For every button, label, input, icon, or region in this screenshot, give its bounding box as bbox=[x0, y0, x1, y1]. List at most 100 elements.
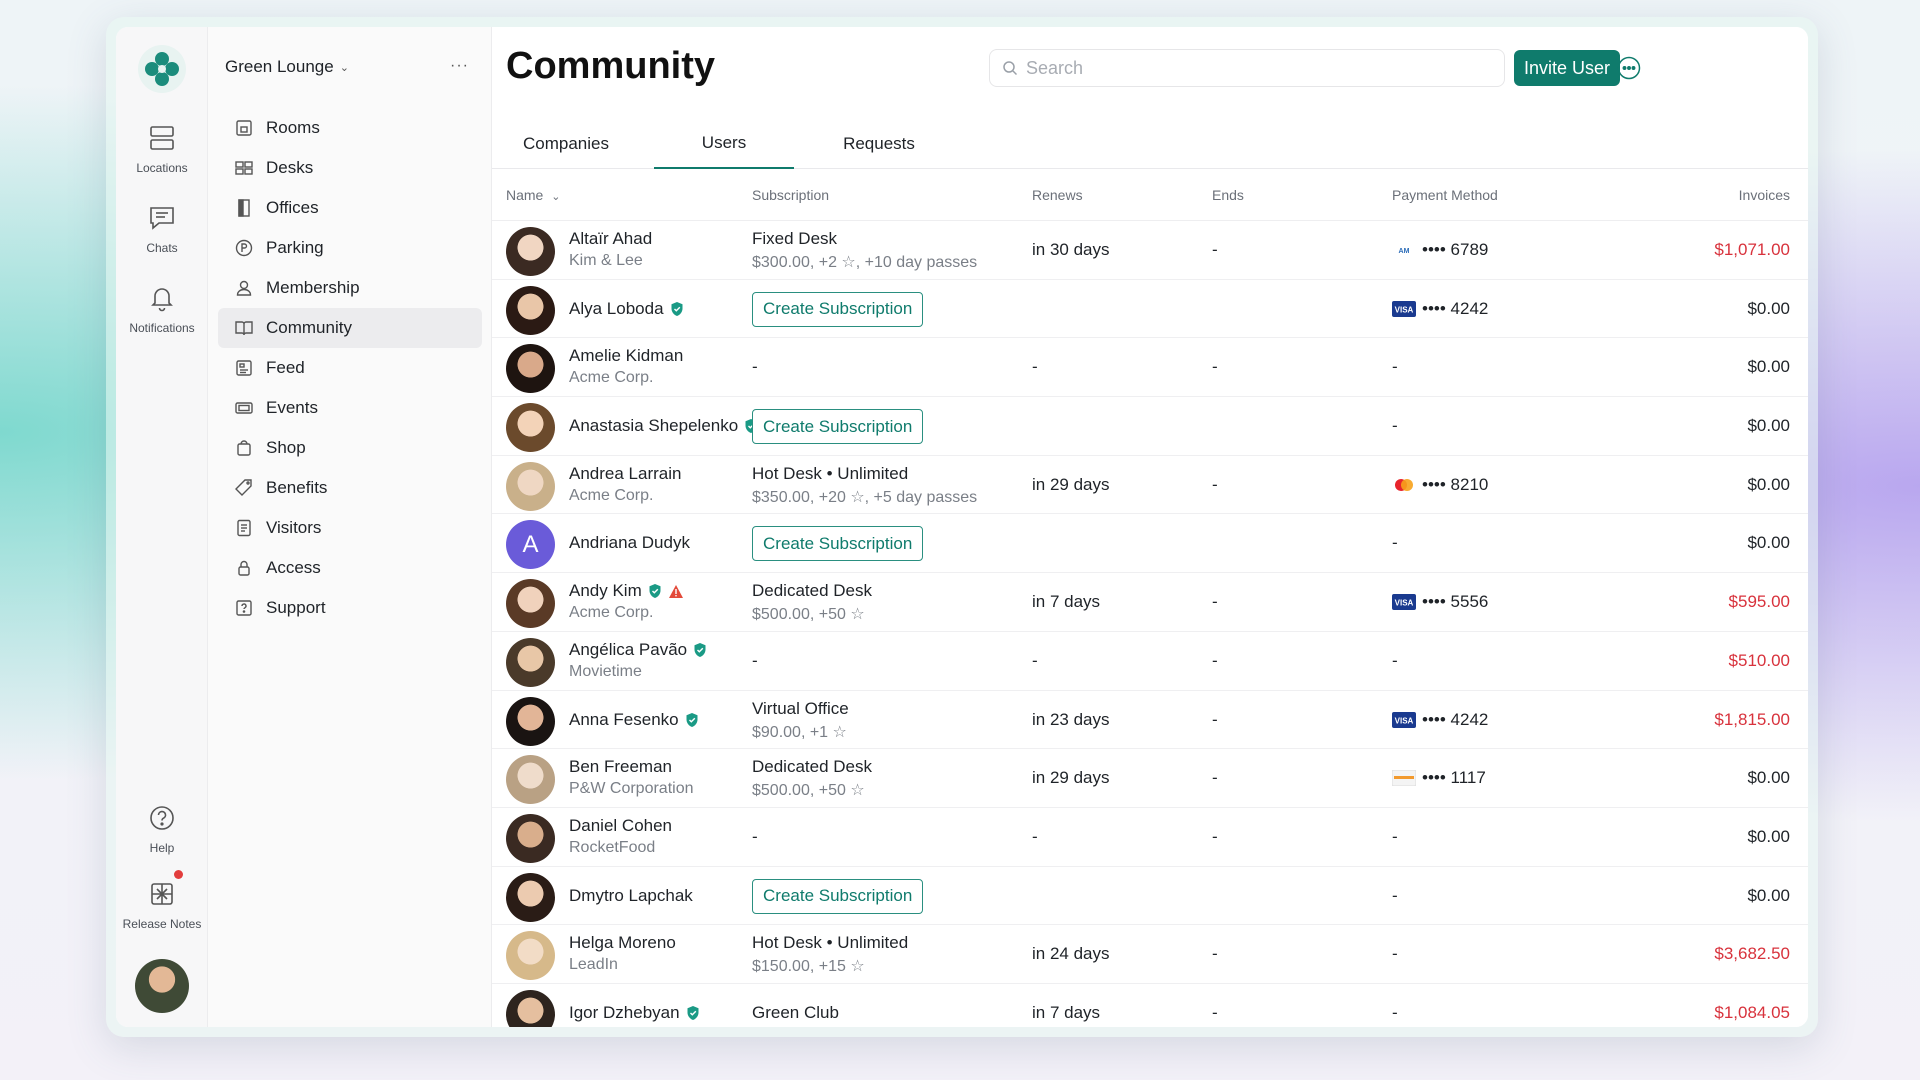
rail-item-release-notes[interactable]: Release Notes bbox=[116, 879, 208, 931]
invoice-amount[interactable]: $0.00 bbox=[1747, 357, 1790, 377]
table-row[interactable]: Amelie Kidman Acme Corp. - - - - $0.00 bbox=[492, 338, 1808, 398]
more-horizontal-icon[interactable]: ··· bbox=[450, 57, 469, 74]
sidebar-item-benefits[interactable]: Benefits bbox=[218, 468, 482, 508]
invoice-amount[interactable]: $1,815.00 bbox=[1714, 709, 1790, 729]
user-name-cell[interactable]: Andy Kim bbox=[569, 581, 684, 601]
invoice-amount[interactable]: $3,682.50 bbox=[1714, 944, 1790, 964]
user-name-cell[interactable]: Amelie Kidman bbox=[569, 346, 683, 366]
create-subscription-button[interactable]: Create Subscription bbox=[752, 526, 924, 562]
user-name-cell[interactable]: Altaïr Ahad bbox=[569, 229, 652, 249]
user-name-cell[interactable]: Angélica Pavão bbox=[569, 640, 707, 660]
rail-item-notifications[interactable]: Notifications bbox=[116, 283, 208, 335]
table-row[interactable]: A Andriana Dudyk Create Subscription - $0.00 bbox=[492, 514, 1808, 574]
user-name-cell[interactable]: Alya Loboda bbox=[569, 299, 684, 319]
create-subscription-button[interactable]: Create Subscription bbox=[752, 878, 924, 914]
user-name-cell[interactable]: Helga Moreno bbox=[569, 933, 676, 953]
tab-users[interactable]: Users bbox=[654, 119, 794, 169]
table-row[interactable]: Anna Fesenko Virtual Office $90.00, +1 ☆ in… bbox=[492, 691, 1808, 750]
user-name-cell[interactable]: Anastasia Shepelenko bbox=[569, 416, 758, 436]
sidebar-item-rooms[interactable]: Rooms bbox=[218, 108, 482, 148]
avatar[interactable] bbox=[506, 403, 555, 453]
sidebar-item-visitors[interactable]: Visitors bbox=[218, 508, 482, 548]
user-name-cell[interactable]: Dmytro Lapchak bbox=[569, 886, 693, 906]
avatar[interactable] bbox=[506, 461, 555, 511]
app-logo-icon[interactable] bbox=[138, 45, 186, 93]
table-row[interactable]: Alya Loboda Create Subscription VISA •••• 4… bbox=[492, 280, 1808, 339]
sidebar-item-events[interactable]: Events bbox=[218, 388, 482, 428]
invoice-amount[interactable]: $0.00 bbox=[1747, 826, 1790, 846]
sidebar-nav: Rooms Desks Offices Parking Membership C… bbox=[218, 108, 482, 628]
user-name-cell[interactable]: Ben Freeman bbox=[569, 757, 672, 777]
sidebar-item-shop[interactable]: Shop bbox=[218, 428, 482, 468]
search-box[interactable] bbox=[989, 49, 1505, 87]
parking-icon bbox=[235, 239, 253, 257]
subscription-plan: Dedicated Desk bbox=[752, 581, 873, 601]
invoice-amount[interactable]: $0.00 bbox=[1747, 533, 1790, 553]
table-row[interactable]: Helga Moreno LeadIn Hot Desk • Unlimited $1… bbox=[492, 925, 1808, 984]
avatar[interactable] bbox=[506, 285, 555, 335]
sidebar-item-offices[interactable]: Offices bbox=[218, 188, 482, 228]
help-icon bbox=[150, 806, 174, 830]
avatar[interactable]: A bbox=[506, 520, 555, 570]
invoice-amount[interactable]: $595.00 bbox=[1728, 592, 1790, 612]
workspace-switcher[interactable]: Green Lounge ⌄ bbox=[225, 57, 349, 77]
invite-user-button[interactable]: Invite User bbox=[1514, 50, 1621, 86]
column-header-invoices: Invoices bbox=[1738, 187, 1790, 203]
current-user-avatar[interactable] bbox=[135, 959, 189, 1013]
user-name-cell[interactable]: Andrea Larrain bbox=[569, 464, 681, 484]
invoice-amount[interactable]: $0.00 bbox=[1747, 474, 1790, 494]
avatar[interactable] bbox=[506, 227, 555, 276]
invoice-amount[interactable]: $0.00 bbox=[1747, 298, 1790, 318]
invoice-amount[interactable]: $0.00 bbox=[1747, 768, 1790, 788]
rail-item-help[interactable]: Help bbox=[116, 803, 208, 855]
sidebar-item-membership[interactable]: Membership bbox=[218, 268, 482, 308]
table-row[interactable]: Anastasia Shepelenko Create Subscription -… bbox=[492, 397, 1808, 456]
avatar[interactable] bbox=[506, 696, 555, 746]
tab-requests[interactable]: Requests bbox=[843, 134, 915, 153]
create-subscription-button[interactable]: Create Subscription bbox=[752, 409, 924, 445]
sidebar-item-feed[interactable]: Feed bbox=[218, 348, 482, 388]
user-name-cell[interactable]: Anna Fesenko bbox=[569, 710, 699, 730]
user-name-cell[interactable]: Andriana Dudyk bbox=[569, 533, 690, 553]
invoice-amount[interactable]: $0.00 bbox=[1747, 416, 1790, 436]
subscription-detail: $500.00, +50 ☆ bbox=[752, 606, 865, 624]
table-row[interactable]: Daniel Cohen RocketFood - - - - $0.00 bbox=[492, 808, 1808, 867]
rail-item-chats[interactable]: Chats bbox=[116, 203, 208, 255]
table-row[interactable]: Dmytro Lapchak Create Subscription - $0.00 bbox=[492, 867, 1808, 926]
sidebar-item-support[interactable]: Support bbox=[218, 588, 482, 628]
avatar[interactable] bbox=[506, 637, 555, 687]
invoice-amount[interactable]: $1,071.00 bbox=[1714, 240, 1790, 259]
more-options-icon[interactable] bbox=[1616, 55, 1642, 81]
avatar[interactable] bbox=[506, 872, 555, 922]
sidebar-item-parking[interactable]: Parking bbox=[218, 228, 482, 268]
avatar[interactable] bbox=[506, 931, 555, 981]
ends-cell: - bbox=[1212, 826, 1218, 846]
table-row[interactable]: Ben Freeman P&W Corporation Dedicated Desk… bbox=[492, 749, 1808, 808]
sidebar-item-access[interactable]: Access bbox=[218, 548, 482, 588]
avatar[interactable] bbox=[506, 755, 555, 805]
shop-icon bbox=[237, 440, 251, 456]
user-name-cell[interactable]: Igor Dzhebyan bbox=[569, 1003, 700, 1023]
avatar[interactable] bbox=[506, 344, 555, 394]
tab-companies[interactable]: Companies bbox=[523, 134, 609, 153]
sidebar-item-desks[interactable]: Desks bbox=[218, 148, 482, 188]
avatar[interactable] bbox=[506, 989, 555, 1027]
table-row[interactable]: Altaïr Ahad Kim & Lee Fixed Desk $300.00, +… bbox=[492, 221, 1808, 280]
subscription-plan: Hot Desk • Unlimited bbox=[752, 463, 909, 483]
table-row[interactable]: Andrea Larrain Acme Corp. Hot Desk • Unlim… bbox=[492, 456, 1808, 515]
avatar[interactable] bbox=[506, 813, 555, 863]
invoice-amount[interactable]: $510.00 bbox=[1728, 650, 1790, 670]
workspace-name: Green Lounge bbox=[225, 57, 334, 76]
user-name-cell[interactable]: Daniel Cohen bbox=[569, 816, 672, 836]
invoice-amount[interactable]: $1,084.05 bbox=[1714, 1002, 1790, 1022]
avatar[interactable] bbox=[506, 579, 555, 629]
sidebar-item-community[interactable]: Community bbox=[218, 308, 482, 348]
table-row[interactable]: Angélica Pavão Movietime - - - - $510.00 bbox=[492, 632, 1808, 691]
invoice-amount[interactable]: $0.00 bbox=[1747, 885, 1790, 905]
column-header-name[interactable]: Name ⌄ bbox=[506, 187, 560, 203]
table-row[interactable]: Andy Kim Acme Corp. Dedicated Desk $500.00,… bbox=[492, 573, 1808, 632]
search-input[interactable] bbox=[1026, 57, 1486, 79]
create-subscription-button[interactable]: Create Subscription bbox=[752, 291, 924, 327]
table-row[interactable]: Igor Dzhebyan Green Club in 7 days - - $1,084… bbox=[492, 984, 1808, 1027]
rail-item-locations[interactable]: Locations bbox=[116, 123, 208, 175]
